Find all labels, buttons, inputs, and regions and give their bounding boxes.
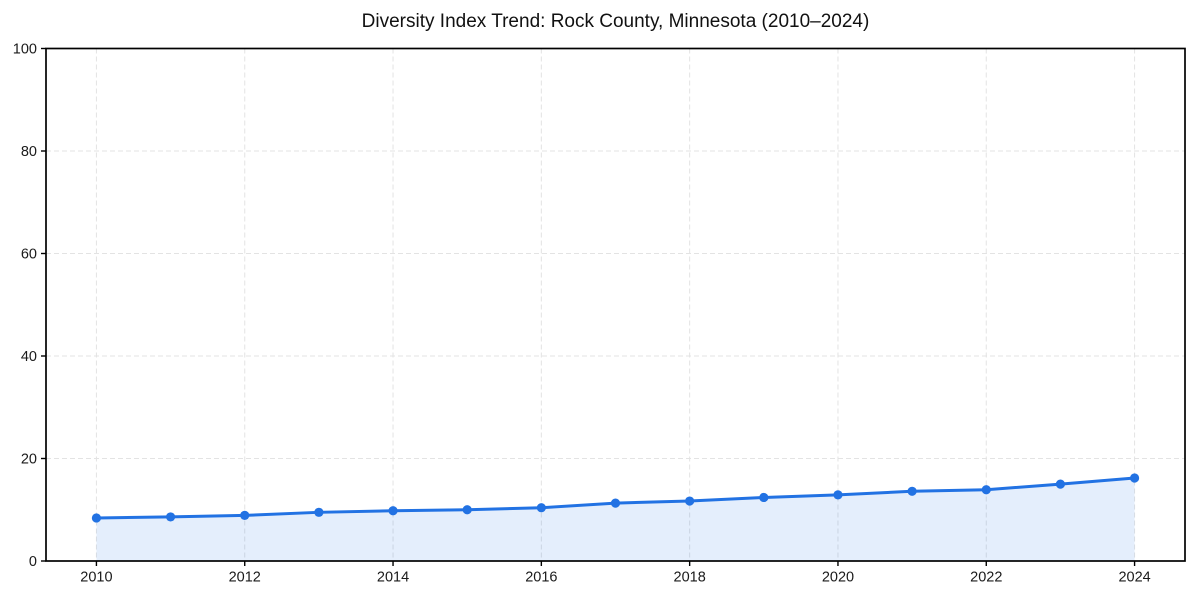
data-point-2021 (907, 486, 917, 496)
data-point-2017 (610, 498, 621, 508)
y-tick-label-60: 60 (21, 247, 37, 263)
y-tick-label-20: 20 (21, 452, 37, 468)
plot-border (45, 47, 1186, 562)
data-point-2016 (536, 503, 546, 513)
x-tick-label-2022: 2022 (970, 570, 1002, 586)
y-tick-label-0: 0 (29, 554, 37, 570)
data-point-2010 (91, 513, 102, 523)
chart-title: Diversity Index Trend: Rock County, Minn… (361, 11, 870, 32)
x-tick-label-2018: 2018 (674, 570, 706, 586)
x-tick-label-2020: 2020 (822, 570, 854, 586)
data-point-2020 (833, 490, 843, 500)
data-point-2022 (981, 485, 991, 495)
data-point-2019 (759, 492, 769, 503)
data-point-2013 (314, 507, 324, 517)
area-fill (96, 477, 1135, 561)
data-point-2024 (1129, 473, 1140, 483)
data-point-2012 (240, 510, 250, 520)
data-point-2015 (462, 505, 472, 515)
data-point-2023 (1055, 479, 1066, 489)
x-tick-label-2010: 2010 (80, 570, 112, 586)
y-tick-label-80: 80 (21, 144, 37, 160)
y-tick-label-40: 40 (21, 349, 37, 365)
y-tick-label-100: 100 (13, 42, 37, 58)
x-tick-label-2016: 2016 (525, 570, 557, 586)
x-tick-label-2012: 2012 (229, 570, 261, 586)
data-point-2011 (165, 512, 176, 522)
x-tick-label-2024: 2024 (1118, 570, 1150, 586)
x-tick-label-2014: 2014 (377, 570, 409, 586)
data-point-2014 (388, 506, 398, 516)
data-point-2018 (685, 496, 695, 506)
